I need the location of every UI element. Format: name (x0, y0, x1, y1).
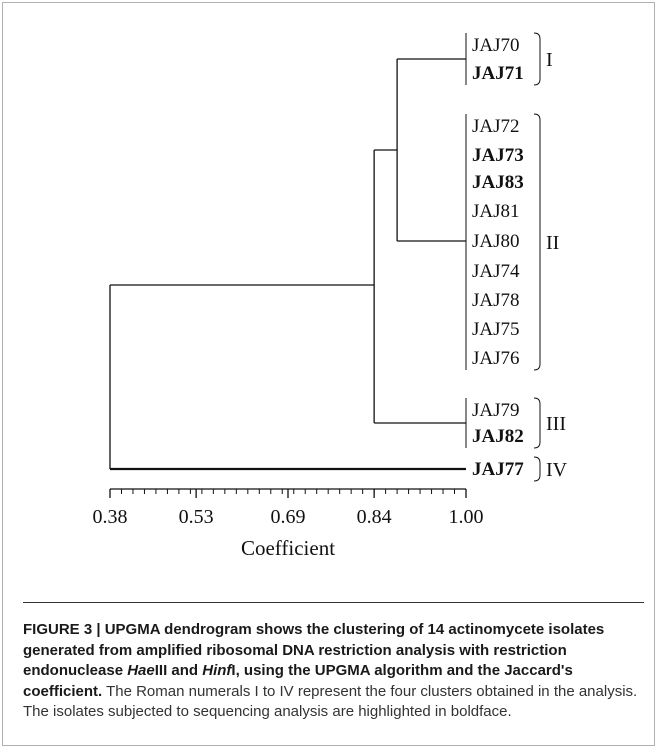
leaf-label: JAJ79 (472, 400, 520, 421)
leaf-label: JAJ80 (472, 231, 520, 252)
caption-divider (23, 602, 644, 603)
leaf-label: JAJ81 (472, 201, 520, 222)
axis-tick-label: 1.00 (449, 506, 484, 528)
leaf-label: JAJ77 (472, 459, 524, 480)
dendrogram: JAJ70 JAJ71 JAJ72 JAJ73 JAJ83 JAJ81 JAJ80 JAJ74… (93, 32, 568, 560)
cluster-numeral: IV (546, 459, 568, 481)
caption-title-a: FIGURE 3 | UPGMA dendrogram shows the cl… (23, 621, 605, 679)
leaf-label: JAJ74 (472, 261, 520, 282)
leaf-label: JAJ75 (472, 319, 520, 340)
cluster-bracket (533, 456, 541, 482)
leaf-label: JAJ70 (472, 35, 520, 56)
axis-label: Coefficient (241, 536, 335, 560)
leaf-label: JAJ72 (472, 116, 520, 137)
cluster-bracket (533, 113, 541, 371)
leaf-label: JAJ78 (472, 290, 520, 311)
axis-tick-label: 0.69 (271, 506, 306, 528)
cluster-bracket (533, 397, 541, 449)
cluster-numeral: III (546, 413, 566, 435)
figure-caption: FIGURE 3 | UPGMA dendrogram shows the cl… (23, 620, 643, 723)
leaf-label: JAJ82 (472, 426, 524, 447)
axis-tick-label: 0.84 (357, 506, 392, 528)
leaf-label: JAJ71 (472, 63, 524, 84)
leaf-label: JAJ73 (472, 145, 524, 166)
caption-body: The Roman numerals I to IV represent the… (23, 682, 638, 721)
axis-tick-label: 0.38 (93, 506, 128, 528)
caption-title-c: I, using the UPGMA algorithm and the Jac… (23, 662, 573, 700)
axis-tick-label: 0.53 (179, 506, 214, 528)
leaf-label: JAJ76 (472, 348, 520, 369)
caption-enzyme-hae: Hae (127, 662, 155, 679)
cluster-bracket (533, 32, 541, 86)
caption-enzyme-hinf: Hinf (202, 662, 232, 679)
cluster-numeral: II (546, 232, 559, 254)
leaf-label: JAJ83 (472, 172, 524, 193)
caption-title-b: III and (154, 662, 203, 679)
cluster-numeral: I (546, 49, 553, 71)
